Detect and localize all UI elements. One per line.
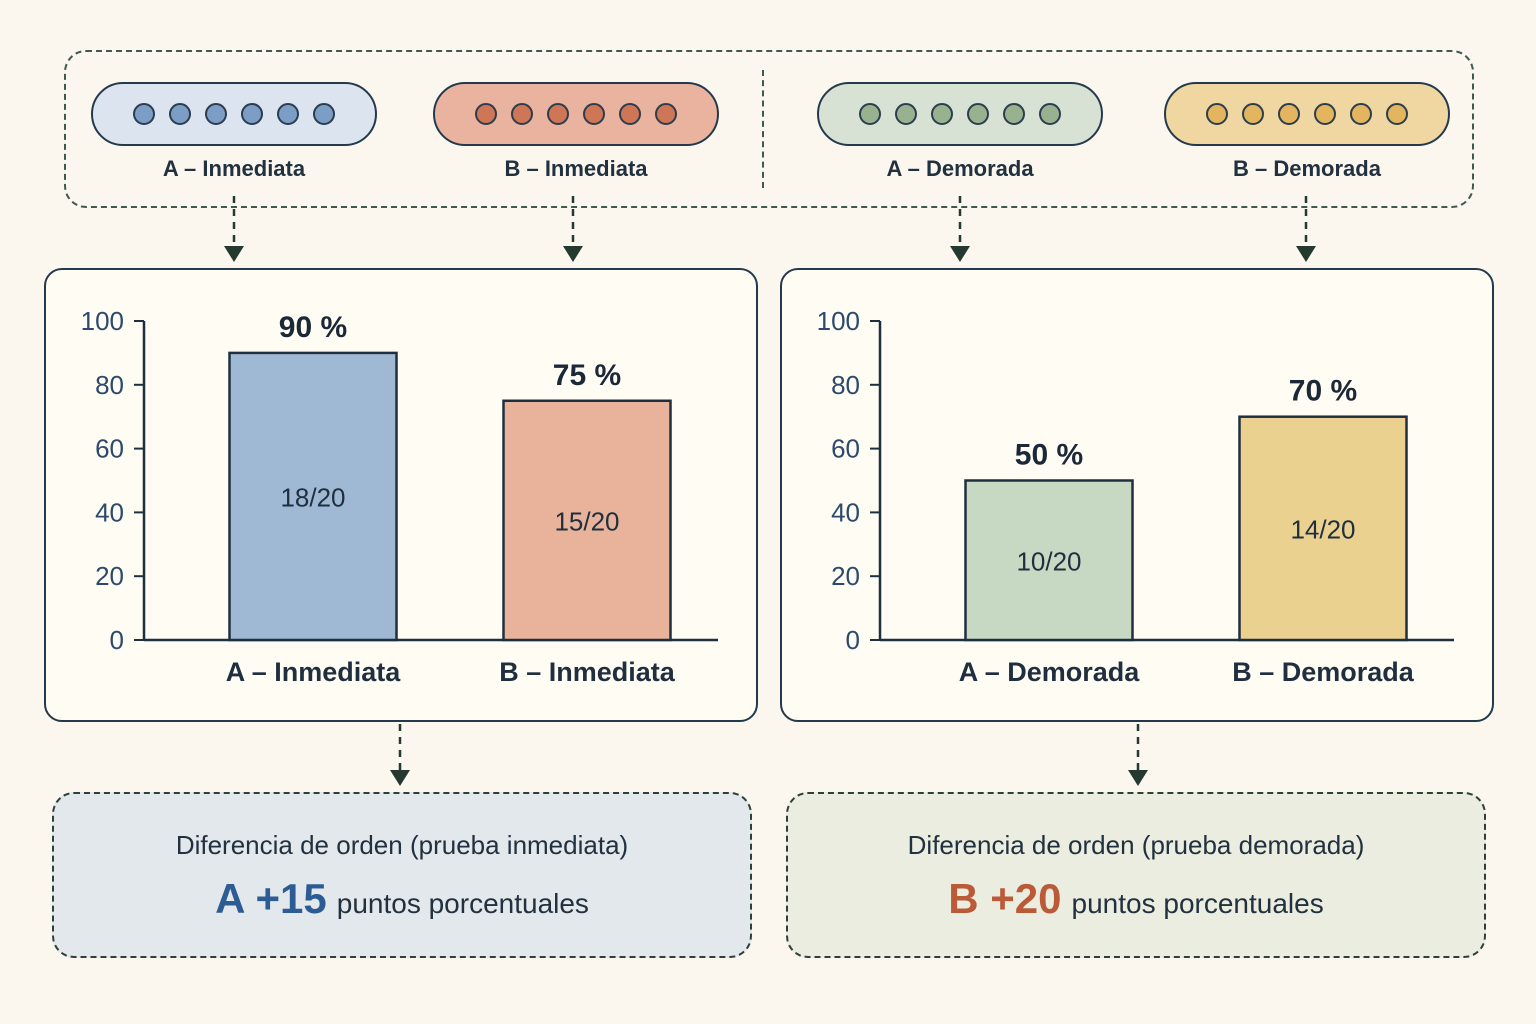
chart-panel-demorada: 0 20 40 60 80 100 50 % 10/20 A – Demorada 70 % 14/… <box>780 268 1494 722</box>
arrow-head-icon <box>224 246 244 262</box>
group-a-demorada: A – Demorada <box>817 82 1103 232</box>
y-tick-label: 40 <box>95 497 124 527</box>
x-category-label: A – Demorada <box>959 657 1141 687</box>
y-tick-label: 80 <box>95 370 124 400</box>
capsule-a-demorada <box>817 82 1103 146</box>
groups-frame <box>64 50 1474 208</box>
participant-dot <box>1314 103 1336 125</box>
arrow-head-icon <box>950 246 970 262</box>
bar-value-label: 90 % <box>279 311 347 344</box>
participant-dot <box>1206 103 1228 125</box>
group-b-demorada: B – Demorada <box>1164 82 1450 232</box>
bar-value-label: 50 % <box>1015 439 1083 472</box>
participant-dot <box>241 103 263 125</box>
participant-dot <box>1003 103 1025 125</box>
participant-dot <box>1350 103 1372 125</box>
group-label: A – Inmediata <box>162 156 306 181</box>
capsule-b-inmediata <box>433 82 719 146</box>
chart-panel-inmediata: 0 20 40 60 80 100 90 % 18/20 A – Inmediata 75 % 15… <box>44 268 758 722</box>
participant-dot <box>583 103 605 125</box>
summary-demorada: Diferencia de orden (prueba demorada) B … <box>786 792 1486 958</box>
y-tick-label: 100 <box>817 306 860 336</box>
bar <box>502 399 672 642</box>
participant-dot <box>619 103 641 125</box>
y-tick-label: 80 <box>831 370 860 400</box>
arrow-head-icon <box>1296 246 1316 262</box>
bar-value-label: 70 % <box>1289 375 1357 408</box>
participant-dot <box>169 103 191 125</box>
x-category-label: B – Demorada <box>1232 657 1415 687</box>
bar-count-label: 10/20 <box>1016 546 1081 576</box>
participant-dot <box>511 103 533 125</box>
summary-highlight: A +15 <box>215 875 327 922</box>
bar-value-label: 75 % <box>553 359 621 392</box>
y-tick-label: 0 <box>110 625 124 655</box>
participant-dot <box>133 103 155 125</box>
participant-dot <box>313 103 335 125</box>
y-tick-label: 20 <box>95 561 124 591</box>
participant-dot <box>205 103 227 125</box>
bar <box>228 351 398 642</box>
group-label: B – Inmediata <box>504 156 648 181</box>
participant-dot <box>547 103 569 125</box>
arrow-head-icon <box>390 770 410 786</box>
summary-inmediata: Diferencia de orden (prueba inmediata) A… <box>52 792 752 958</box>
y-tick-label: 60 <box>831 434 860 464</box>
y-tick-label: 100 <box>81 306 124 336</box>
groups-divider <box>762 70 764 188</box>
bar-count-label: 18/20 <box>280 482 345 512</box>
summary-highlight: B +20 <box>948 875 1062 922</box>
summary-line: B +20 puntos porcentuales <box>788 875 1484 923</box>
group-a-inmediata: A – Inmediata <box>91 82 377 232</box>
participant-dot <box>931 103 953 125</box>
group-label: B – Demorada <box>1233 156 1381 181</box>
summary-unit: puntos porcentuales <box>1071 888 1324 919</box>
participant-dot <box>1242 103 1264 125</box>
participant-dot <box>475 103 497 125</box>
chart-demorada: 0 20 40 60 80 100 50 % 10/20 A – Demorada 70 % 14/… <box>817 306 1454 687</box>
participant-dot <box>895 103 917 125</box>
bar <box>964 479 1134 642</box>
participant-dot <box>859 103 881 125</box>
y-tick-label: 0 <box>846 625 860 655</box>
y-tick-label: 20 <box>831 561 860 591</box>
x-category-label: B – Inmediata <box>499 657 676 687</box>
chart-inmediata: 0 20 40 60 80 100 90 % 18/20 A – Inmediata 75 % 15… <box>81 306 718 687</box>
summary-line: A +15 puntos porcentuales <box>54 875 750 923</box>
summary-title: Diferencia de orden (prueba inmediata) <box>175 830 629 860</box>
arrow-head-icon <box>563 246 583 262</box>
participant-dot <box>1278 103 1300 125</box>
participant-dot <box>1386 103 1408 125</box>
y-tick-label: 60 <box>95 434 124 464</box>
bar-count-label: 15/20 <box>554 506 619 536</box>
participant-dot <box>277 103 299 125</box>
capsule-b-demorada <box>1164 82 1450 146</box>
bar <box>1238 415 1408 642</box>
capsule-a-inmediata <box>91 82 377 146</box>
summary-unit: puntos porcentuales <box>336 888 589 919</box>
group-label: A – Demorada <box>886 156 1034 181</box>
x-category-label: A – Inmediata <box>226 657 402 687</box>
participant-dot <box>655 103 677 125</box>
summary-title: Diferencia de orden (prueba demorada) <box>907 830 1365 860</box>
participant-dot <box>1039 103 1061 125</box>
arrow-head-icon <box>1128 770 1148 786</box>
participant-dot <box>967 103 989 125</box>
bar-count-label: 14/20 <box>1290 514 1355 544</box>
y-tick-label: 40 <box>831 497 860 527</box>
group-b-inmediata: B – Inmediata <box>433 82 719 232</box>
